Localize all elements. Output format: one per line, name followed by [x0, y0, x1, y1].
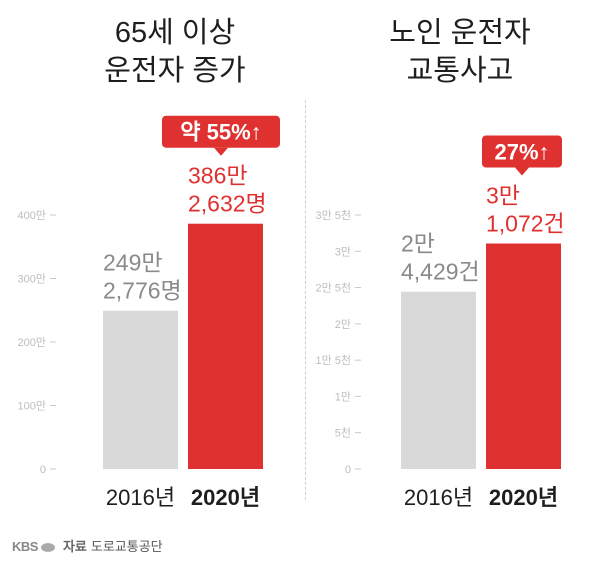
footer: KBS 자료 도로교통공단 [12, 536, 163, 555]
chart-title-left: 65세 이상 운전자 증가 [60, 14, 290, 90]
x-category-label: 2020년 [191, 485, 260, 510]
y-tick-label: 3만 5천 [315, 208, 351, 222]
y-tick-label: 0 [345, 464, 351, 476]
chart-title-right-line1: 노인 운전자 [389, 17, 531, 49]
bar-value-label: 386만 [188, 163, 248, 189]
y-tick-label: 400만 [18, 209, 46, 222]
x-category-label: 2016년 [106, 485, 175, 510]
x-category-label: 2016년 [404, 485, 473, 510]
y-tick-label: 5천 [335, 426, 351, 440]
y-tick-label: 300만 [18, 273, 46, 286]
bar-value-label: 2,776명 [103, 278, 182, 304]
chart-title-left-line1: 65세 이상 [114, 17, 236, 49]
source-text: 도로교통공단 [90, 539, 163, 554]
y-tick-label: 3만 [335, 245, 351, 258]
chart-title-right: 노인 운전자 교통사고 [345, 14, 575, 90]
bar-2016년 [401, 291, 476, 469]
bar-2020년 [486, 243, 561, 469]
bar-value-label: 1,072건 [486, 211, 565, 237]
bar-value-label: 2,632명 [188, 191, 267, 217]
annotation-pointer [214, 147, 228, 156]
bar-value-label: 2만 [401, 231, 435, 257]
y-tick-label: 100만 [18, 400, 46, 413]
chart-title-left-line2: 운전자 증가 [104, 55, 246, 87]
chart-title-right-line2: 교통사고 [406, 55, 514, 87]
bar-2020년 [188, 223, 263, 469]
annotation-badge [162, 115, 280, 148]
kbs-logo-mark-icon [40, 543, 55, 553]
panel-divider [305, 100, 306, 500]
kbs-logo: KBS [12, 539, 38, 554]
bar-value-label: 249만 [103, 250, 163, 276]
y-tick-label: 2만 [335, 318, 351, 331]
y-tick-label: 2만 5천 [315, 281, 351, 295]
y-tick-label: 1만 [335, 390, 351, 403]
source-label: 자료 [62, 539, 87, 554]
y-tick-label: 200만 [18, 336, 46, 349]
annotation-badge [482, 135, 562, 168]
x-category-label: 2020년 [489, 485, 558, 510]
annotation-text: 약 55%↑ [180, 120, 261, 145]
bar-value-label: 3만 [486, 183, 520, 209]
bar-value-label: 4,429건 [401, 259, 480, 285]
y-tick-label: 1만 5천 [315, 353, 351, 367]
annotation-text: 27%↑ [494, 140, 549, 165]
annotation-pointer [515, 167, 529, 176]
y-tick-label: 0 [40, 464, 46, 476]
bar-2016년 [103, 310, 178, 469]
